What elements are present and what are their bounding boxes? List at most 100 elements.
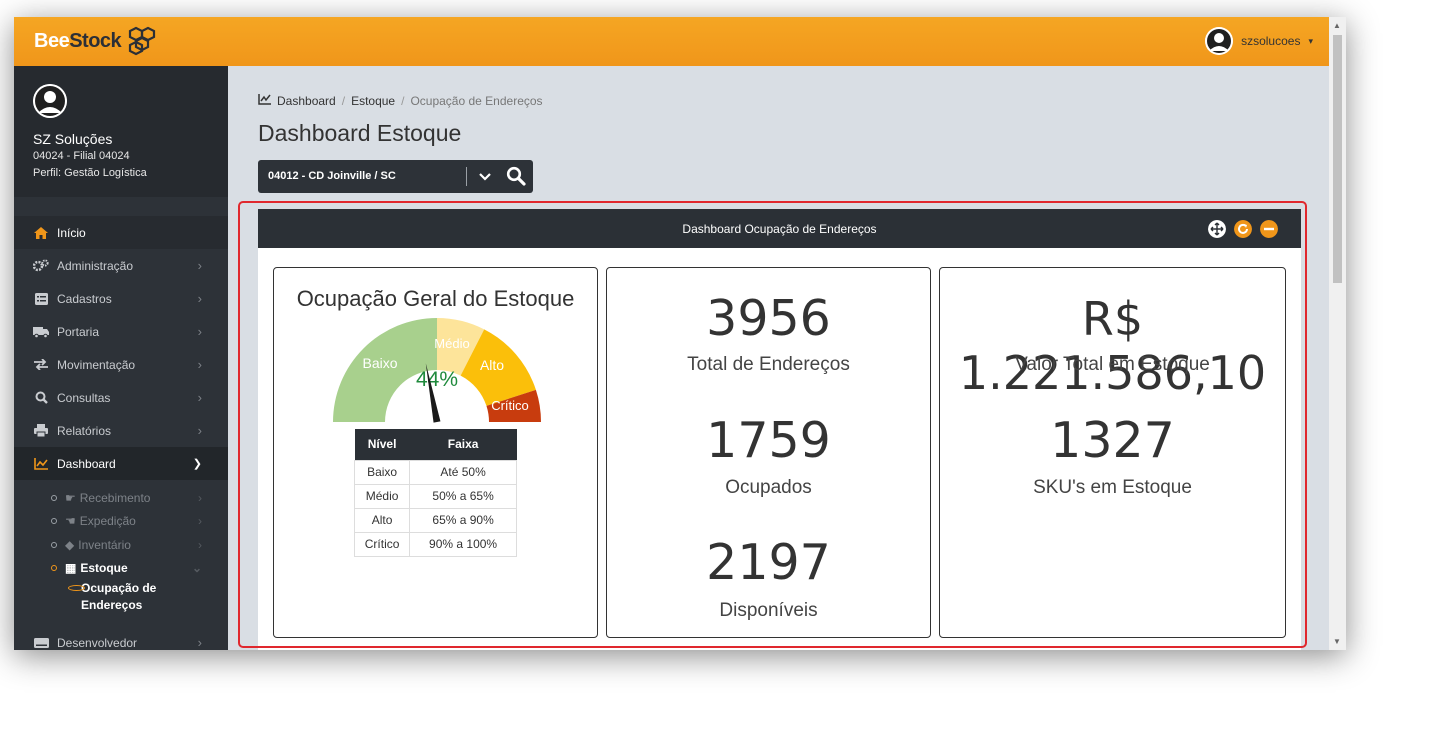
sidebar-item-administracao[interactable]: Administração › — [14, 249, 228, 282]
refresh-icon[interactable] — [1234, 220, 1252, 238]
brand-logo-text[interactable]: BeeStock — [34, 30, 122, 53]
available-value: 2197 — [706, 534, 831, 591]
search-icon — [33, 391, 49, 404]
gauge-label-baixo: Baixo — [362, 355, 397, 371]
chevron-down-icon: ⌄ — [191, 561, 202, 576]
occupancy-gauge: Baixo Médio Alto Crítico 44% — [333, 318, 541, 423]
exchange-icon — [33, 359, 49, 370]
sidebar-item-label: Desenvolvedor — [57, 635, 138, 650]
table-row: Crítico 90% a 100% — [353, 531, 517, 557]
profile-name: SZ Soluções — [33, 131, 113, 147]
branch-selector[interactable]: 04012 - CD Joinville / SC — [258, 160, 533, 193]
chevron-right-icon: › — [197, 357, 202, 372]
sku-count-label: SKU's em Estoque — [1033, 477, 1192, 498]
table-cell: Alto — [353, 507, 411, 533]
chevron-right-icon: › — [197, 423, 202, 438]
page-title: Dashboard Estoque — [258, 120, 462, 146]
sidebar-item-label: Início — [57, 225, 86, 240]
chart-icon — [33, 457, 49, 470]
bullet-icon — [51, 541, 57, 548]
chevron-down-icon: ❯ — [192, 458, 202, 470]
total-stock-value: R$ 1.221.586,10 — [958, 292, 1267, 400]
chevron-right-icon: › — [197, 324, 202, 339]
dashboard-panel: Dashboard Ocupação de Endereços Ocupação… — [258, 209, 1301, 650]
sidebar-subitem-label: Inventário — [78, 537, 131, 552]
gauge-label-médio: Médio — [434, 336, 469, 351]
user-menu[interactable]: szsolucoes ▾ — [1205, 27, 1313, 55]
chevron-right-icon: › — [198, 490, 202, 505]
tags-icon: ◆ — [65, 537, 75, 552]
sku-count-value: 1327 — [1050, 412, 1175, 469]
page-scrollbar[interactable]: ▲ ▼ — [1329, 17, 1346, 650]
sidebar-item-cadastros[interactable]: Cadastros › — [14, 282, 228, 315]
sidebar-subitem-ocupacao-enderecos[interactable]: Ocupação de Endereços — [14, 580, 228, 620]
collapse-icon[interactable] — [1260, 220, 1278, 238]
scroll-thumb[interactable] — [1333, 35, 1342, 283]
breadcrumb-separator: / — [341, 94, 346, 108]
sidebar-subitem-label: Expedição — [79, 514, 136, 529]
panel-header: Dashboard Ocupação de Endereços — [258, 209, 1301, 248]
breadcrumb-dashboard[interactable]: Dashboard — [277, 94, 336, 108]
search-icon[interactable] — [506, 166, 526, 186]
table-header-nivel: Nível — [354, 429, 410, 460]
gauge-card-title: Ocupação Geral do Estoque — [296, 286, 575, 311]
honeycomb-logo-icon — [128, 26, 156, 56]
hand-right-icon: ☛ — [65, 490, 76, 505]
chevron-right-icon: › — [197, 291, 202, 306]
list-icon — [33, 292, 49, 305]
chevron-right-icon: › — [197, 390, 202, 405]
chevron-right-icon: › — [197, 635, 202, 650]
table-cell: Médio — [353, 483, 411, 509]
bullet-icon — [51, 518, 57, 525]
selector-divider — [466, 167, 467, 186]
stock-value-card: R$ 1.221.586,10 Valor Total em Estoque 1… — [939, 267, 1286, 638]
occupied-label: Ocupados — [725, 477, 812, 498]
scroll-down-icon[interactable]: ▼ — [1333, 637, 1341, 646]
gauge-label-crítico: Crítico — [491, 398, 529, 413]
gauge-segment-baixo — [333, 318, 437, 422]
sidebar-item-label: Consultas — [57, 390, 111, 405]
sidebar-item-consultas[interactable]: Consultas › — [14, 381, 228, 414]
top-bar: BeeStock szsolucoes ▾ — [14, 17, 1329, 66]
branch-selector-value: 04012 - CD Joinville / SC — [268, 170, 396, 182]
username: szsolucoes — [1241, 34, 1301, 48]
sidebar: SZ Soluções 04024 - Filial 04024 Perfil:… — [14, 66, 228, 650]
gauge-segment-alto — [460, 329, 536, 406]
chevron-right-icon: › — [197, 258, 202, 273]
total-addresses-label: Total de Endereços — [687, 354, 850, 375]
table-header-faixa: Faixa — [409, 429, 517, 460]
addresses-card: 3956 Total de Endereços 1759 Ocupados 21… — [606, 267, 931, 638]
breadcrumb-estoque[interactable]: Estoque — [351, 94, 396, 108]
sidebar-subitem-label: Estoque — [80, 561, 128, 576]
bullet-icon — [51, 494, 57, 501]
truck-icon — [33, 326, 49, 338]
sidebar-subitem-expedicao[interactable]: ☚ Expedição › — [14, 510, 228, 534]
scroll-up-icon[interactable]: ▲ — [1333, 21, 1341, 30]
chevron-right-icon: › — [198, 514, 202, 529]
table-cell: Crítico — [353, 531, 411, 557]
user-avatar — [1205, 27, 1234, 55]
sidebar-subitem-recebimento[interactable]: ☛ Recebimento › — [14, 486, 228, 510]
sidebar-item-label: Dashboard — [57, 456, 116, 471]
levels-table: Nível Faixa Baixo Até 50% Médio 50% a 65% … — [353, 429, 517, 557]
sidebar-item-movimentacao[interactable]: Movimentação › — [14, 348, 228, 381]
sidebar-subitem-inventario[interactable]: ◆ Inventário › — [14, 533, 228, 557]
subsub-label-line1: Ocupação de — [81, 581, 157, 595]
sidebar-item-dashboard[interactable]: Dashboard ❯ — [14, 447, 228, 480]
total-addresses-value: 3956 — [706, 290, 831, 347]
profile-avatar — [33, 84, 67, 118]
sidebar-item-relatorios[interactable]: Relatórios › — [14, 414, 228, 447]
available-label: Disponíveis — [719, 600, 818, 621]
sidebar-subitem-estoque[interactable]: ▦ Estoque ⌄ — [14, 557, 228, 581]
table-icon: ▦ — [65, 561, 77, 576]
chevron-down-icon[interactable] — [476, 166, 494, 186]
highlight-frame — [238, 201, 1307, 648]
sidebar-item-inicio[interactable]: Início — [14, 216, 228, 249]
gauge-segment-médio — [437, 318, 485, 376]
table-row: Alto 65% a 90% — [353, 507, 517, 533]
caret-down-icon: ▾ — [1308, 35, 1313, 46]
sidebar-item-portaria[interactable]: Portaria › — [14, 315, 228, 348]
chart-icon — [258, 94, 271, 108]
fullscreen-icon[interactable] — [1208, 220, 1226, 238]
sidebar-item-desenvolvedor[interactable]: Desenvolvedor › — [14, 626, 228, 650]
